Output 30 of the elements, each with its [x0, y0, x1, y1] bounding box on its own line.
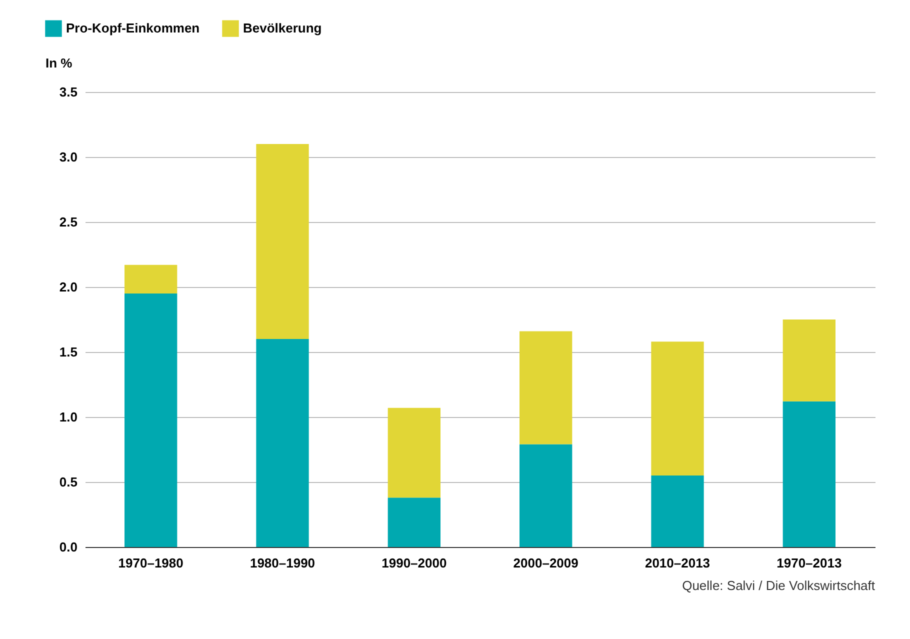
- y-tick-label: 2.5: [59, 214, 78, 230]
- y-tick-label: 2.0: [59, 280, 78, 294]
- bar: [256, 339, 309, 547]
- y-tick-label: 3.0: [59, 150, 78, 164]
- y-tick-label: 0.5: [59, 474, 78, 490]
- x-tick-label: 2000–2009: [513, 556, 578, 570]
- bar: [256, 144, 309, 339]
- x-tick-label: 1970–2013: [776, 556, 842, 570]
- bar: [520, 331, 572, 444]
- y-tick-label: 0.0: [59, 540, 78, 554]
- y-tick-label: 3.5: [59, 84, 78, 100]
- x-tick-label: 2010–2013: [644, 556, 710, 570]
- bar: [124, 294, 178, 547]
- x-tick-label: 1970–1980: [118, 556, 184, 570]
- y-tick-label: 1.5: [59, 344, 78, 360]
- bar: [782, 401, 836, 547]
- legend-label: Pro-Kopf-Einkommen: [66, 20, 200, 36]
- bar: [520, 444, 572, 547]
- y-tick-label: 1.0: [59, 410, 78, 424]
- bar: [388, 408, 440, 498]
- y-axis-title: In %: [46, 56, 73, 70]
- source-note: Quelle: Salvi / Die Volkswirtschaft: [682, 578, 876, 593]
- legend-label: Bevölkerung: [243, 20, 322, 36]
- bar: [782, 320, 836, 402]
- bar: [124, 264, 178, 294]
- bar: [388, 498, 440, 547]
- bar: [651, 342, 704, 476]
- bar: [651, 476, 704, 547]
- x-tick-label: 1990–2000: [382, 556, 447, 570]
- x-tick-label: 1980–1990: [250, 556, 316, 570]
